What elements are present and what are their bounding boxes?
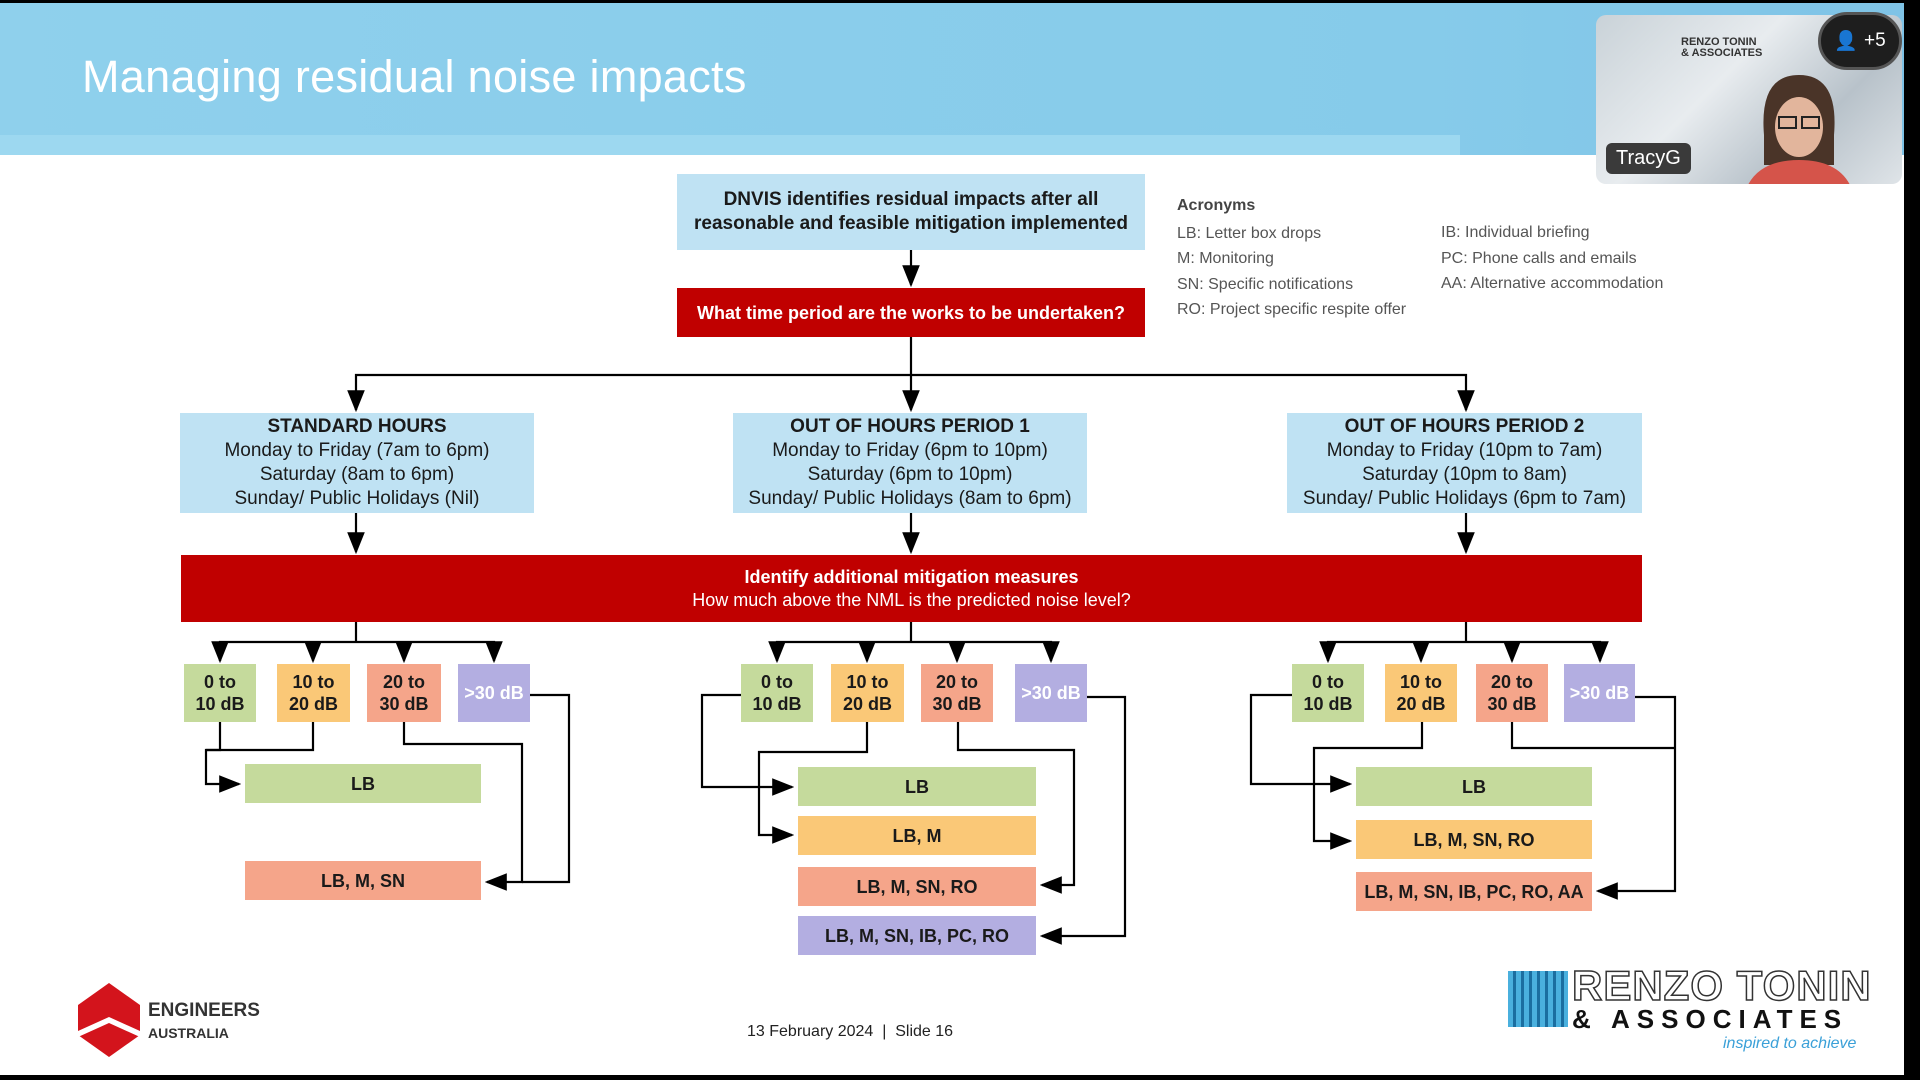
- range-label: 30 dB: [379, 694, 429, 714]
- mitigation-outcome-box: LB, M, SN, IB, PC, RO: [798, 916, 1036, 955]
- participant-avatar: [1748, 75, 1850, 184]
- time-period-question: What time period are the works to be und…: [677, 288, 1145, 337]
- extra-count: +5: [1864, 30, 1886, 51]
- slide-date-number: 13 February 2024 | Slide 16: [747, 1023, 954, 1040]
- noise-range-box: 0 to 10 dB: [1292, 664, 1364, 722]
- rt-tagline: inspired to achieve: [1723, 1035, 1857, 1052]
- more-participants-button[interactable]: 👤 +5: [1818, 12, 1902, 70]
- acronym: RO: Project specific respite offer: [1177, 301, 1407, 318]
- period-ooh-1: OUT OF HOURS PERIOD 1 Monday to Friday (…: [733, 413, 1087, 513]
- range-label: >30 dB: [1569, 683, 1630, 703]
- period-line: Saturday (6pm to 10pm): [807, 464, 1013, 485]
- range-label: 20 dB: [842, 694, 893, 714]
- period-title: OUT OF HOURS PERIOD 2: [1344, 416, 1585, 437]
- noise-range-box: >30 dB: [1015, 664, 1087, 722]
- noise-range-box: 20 to 30 dB: [921, 664, 993, 722]
- range-label: >30 dB: [464, 683, 524, 703]
- range-label: 10 to: [292, 672, 335, 692]
- period-line: Saturday (10pm to 8am): [1362, 464, 1567, 485]
- slide-title: Managing residual noise impacts: [82, 51, 747, 102]
- mitigation-outcome-box: LB: [798, 767, 1036, 806]
- range-label: 0 to: [760, 672, 793, 692]
- noise-range-box: >30 dB: [458, 664, 530, 722]
- engineers-australia-text: ENGINEERS AUSTRALIA: [148, 1000, 260, 1044]
- range-label: 20 to: [1490, 672, 1533, 692]
- mitigation-outcome-box: LB: [1356, 767, 1592, 806]
- period-line: Sunday/ Public Holidays (8am to 6pm): [748, 488, 1072, 509]
- mitigation-outcome-box: LB, M, SN, IB, PC, RO, AA: [1356, 872, 1592, 911]
- rt-line1: RENZO TONIN: [1571, 962, 1872, 1009]
- flowchart-connectors: [204, 250, 1677, 945]
- period-line: Monday to Friday (10pm to 7am): [1326, 440, 1603, 461]
- rt-line2: & ASSOCIATES: [1572, 1004, 1849, 1034]
- acronyms-heading: Acronyms: [1177, 197, 1256, 214]
- period-line: Sunday/ Public Holidays (6pm to 7am): [1302, 488, 1627, 509]
- presentation-slide: Managing residual noise impacts DNVIS id…: [0, 3, 1904, 1075]
- acronym: AA: Alternative accommodation: [1441, 275, 1664, 292]
- noise-range-box: >30 dB: [1564, 664, 1635, 722]
- range-label: 20 to: [935, 672, 978, 692]
- acronyms-legend: Acronyms LB: Letter box drops M: Monitor…: [1177, 193, 1663, 323]
- range-label: 0 to: [203, 672, 236, 692]
- title-band: [0, 3, 1904, 155]
- range-label: 0 to: [1311, 672, 1344, 692]
- noise-range-box: 20 to 30 dB: [367, 664, 441, 722]
- acronym: M: Monitoring: [1177, 250, 1274, 267]
- ea-line2: AUSTRALIA: [148, 1025, 229, 1041]
- noise-range-box: 10 to 20 dB: [831, 664, 904, 722]
- mitigation-title: Identify additional mitigation measures: [744, 566, 1079, 587]
- period-line: Saturday (8am to 6pm): [259, 464, 455, 485]
- range-label: 10 dB: [752, 694, 802, 714]
- acronym: PC: Phone calls and emails: [1441, 249, 1637, 267]
- acronym: SN: Specific notifications: [1177, 275, 1354, 293]
- renzo-tonin-logo: RENZO TONIN & ASSOCIATES inspired to ach…: [1508, 964, 1888, 1061]
- ea-line1: ENGINEERS: [148, 1000, 260, 1021]
- range-label: 20 to: [382, 672, 425, 692]
- period-line: Monday to Friday (7am to 6pm): [224, 440, 490, 461]
- period-line: Monday to Friday (6pm to 10pm): [772, 440, 1048, 461]
- mitigation-outcome-box: LB: [245, 764, 481, 803]
- range-label: 10 dB: [195, 694, 245, 714]
- mitigation-outcome-box: LB, M, SN, RO: [798, 867, 1036, 906]
- range-label: 10 to: [846, 672, 889, 692]
- vid-logo-line: RENZO TONIN: [1681, 36, 1757, 48]
- range-label: 30 dB: [932, 694, 982, 714]
- range-label: 10 to: [1399, 672, 1442, 692]
- range-label: 30 dB: [1487, 694, 1537, 714]
- range-label: 20 dB: [288, 694, 339, 714]
- noise-range-box: 0 to 10 dB: [184, 664, 256, 722]
- noise-range-box: 10 to 20 dB: [277, 664, 350, 722]
- acronym: IB: Individual briefing: [1441, 224, 1590, 241]
- period-title: OUT OF HOURS PERIOD 1: [790, 416, 1030, 437]
- range-label: 10 dB: [1303, 694, 1353, 714]
- period-line: Sunday/ Public Holidays (Nil): [234, 488, 480, 509]
- acronym: LB: Letter box drops: [1177, 224, 1322, 242]
- mitigation-outcome-box: LB, M: [798, 816, 1036, 855]
- video-background-logo: RENZO TONIN & ASSOCIATES: [1681, 37, 1762, 59]
- engineers-australia-logo: [78, 983, 140, 1057]
- mitigation-outcome-box: LB, M, SN, RO: [1356, 820, 1592, 859]
- range-label: >30 dB: [1021, 683, 1081, 703]
- noise-range-box: 0 to 10 dB: [741, 664, 813, 722]
- participant-name: TracyG: [1606, 143, 1691, 174]
- period-title: STANDARD HOURS: [267, 416, 447, 437]
- noise-range-box: 10 to 20 dB: [1385, 664, 1457, 722]
- mitigation-subtitle: How much above the NML is the predicted …: [692, 589, 1131, 610]
- period-ooh-2: OUT OF HOURS PERIOD 2 Monday to Friday (…: [1287, 413, 1642, 513]
- mitigation-band: Identify additional mitigation measures …: [181, 555, 1642, 622]
- person-icon: 👤: [1834, 31, 1858, 52]
- mitigation-outcome-box: LB, M, SN: [245, 861, 481, 900]
- period-standard-hours: STANDARD HOURS Monday to Friday (7am to …: [180, 413, 534, 513]
- noise-range-box: 20 to 30 dB: [1476, 664, 1548, 722]
- vid-logo-line: & ASSOCIATES: [1681, 47, 1763, 59]
- dnvis-box: DNVIS identifies residual impacts after …: [677, 174, 1145, 250]
- range-label: 20 dB: [1396, 694, 1446, 714]
